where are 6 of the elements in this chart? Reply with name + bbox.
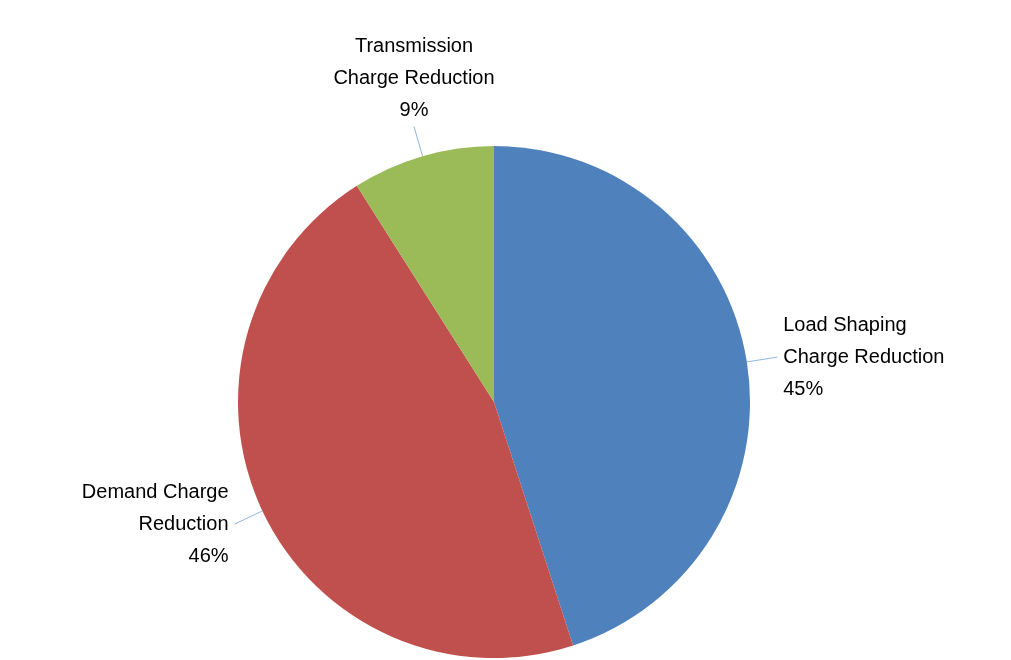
slice-label: Load Shaping Charge Reduction <box>783 312 945 367</box>
data-label: 46% <box>188 543 229 566</box>
slice-label: Transmission Charge Reduction <box>333 34 495 89</box>
data-label: 45% <box>783 376 824 399</box>
data-label: 9% <box>399 98 429 121</box>
slice-label: Demand Charge Reduction <box>81 479 229 534</box>
